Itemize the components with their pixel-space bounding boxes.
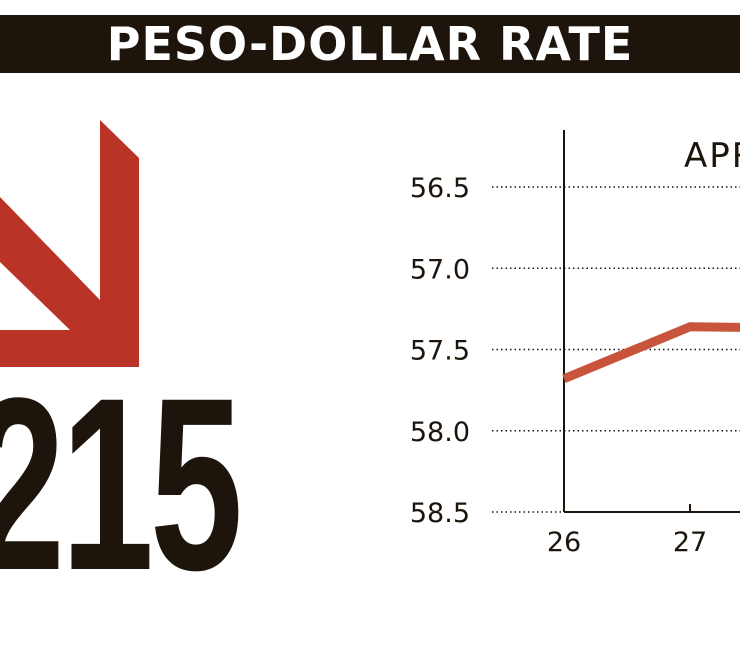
chart-title: PESO-DOLLAR RATE xyxy=(106,17,634,71)
down-arrow-shape xyxy=(0,120,139,367)
series-line xyxy=(562,322,740,383)
y-tick-label: 58.0 xyxy=(410,417,470,448)
y-tick-label: 56.5 xyxy=(410,173,470,204)
y-tick-label: 57.0 xyxy=(410,254,470,285)
down-arrow-icon xyxy=(0,120,139,367)
month-label: APRIL xyxy=(684,136,740,176)
y-tick-label: 58.5 xyxy=(410,498,470,529)
change-value: 215 xyxy=(0,347,243,622)
x-tick-label: 27 xyxy=(673,527,707,558)
x-tick-label: 26 xyxy=(547,527,581,558)
y-tick-label: 57.5 xyxy=(410,336,470,367)
title-bar xyxy=(0,15,740,73)
